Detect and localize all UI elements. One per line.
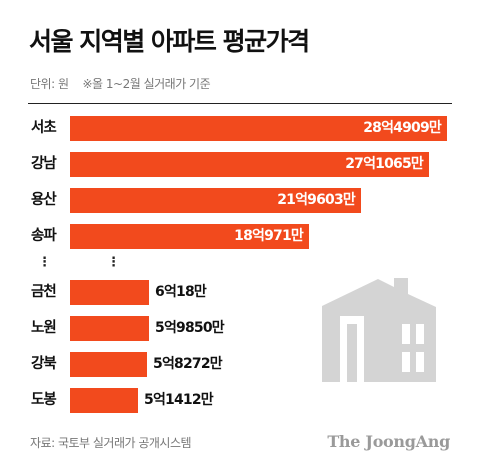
category-label: 강북 [31, 356, 57, 372]
value-label: 18억971만 [234, 228, 304, 244]
unit-label: 단위: 원 [30, 77, 69, 91]
value-label: 27억1065만 [345, 156, 424, 172]
category-label: 서초 [31, 120, 57, 136]
building-icon [322, 278, 436, 382]
bar-region-2 [70, 152, 429, 177]
value-label: 28억4909만 [363, 120, 442, 136]
chart-subtitle: 단위: 원 ※올 1~2월 실거래가 기준 [30, 75, 211, 92]
header-divider [28, 103, 452, 104]
category-label: 강남 [31, 156, 57, 172]
bar-region-4 [70, 224, 309, 249]
source-note: 자료: 국토부 실거래가 공개시스템 [30, 436, 192, 450]
ellipsis-mark: ⋮ [107, 255, 120, 270]
category-label: 도봉 [31, 392, 57, 408]
category-label: 금천 [31, 284, 57, 300]
ellipsis-mark: ⋮ [38, 255, 51, 270]
category-label: 송파 [31, 228, 57, 244]
bar-region-8 [70, 388, 138, 413]
bar-region-3 [70, 188, 361, 213]
basis-note: ※올 1~2월 실거래가 기준 [82, 77, 211, 91]
bar-region-7 [70, 352, 147, 377]
publisher-logo: The JoongAng [327, 432, 450, 451]
category-label: 노원 [31, 320, 57, 336]
category-label: 용산 [31, 192, 57, 208]
bar-region-1 [70, 116, 447, 141]
bar-region-5 [70, 280, 149, 305]
value-label: 5억8272만 [153, 356, 223, 372]
value-label: 5억1412만 [144, 392, 214, 408]
value-label: 6억18만 [155, 284, 207, 300]
bar-region-6 [70, 316, 149, 341]
value-label: 21억9603만 [277, 192, 356, 208]
value-label: 5억9850만 [155, 320, 225, 336]
chart-title: 서울 지역별 아파트 평균가격 [29, 27, 310, 56]
